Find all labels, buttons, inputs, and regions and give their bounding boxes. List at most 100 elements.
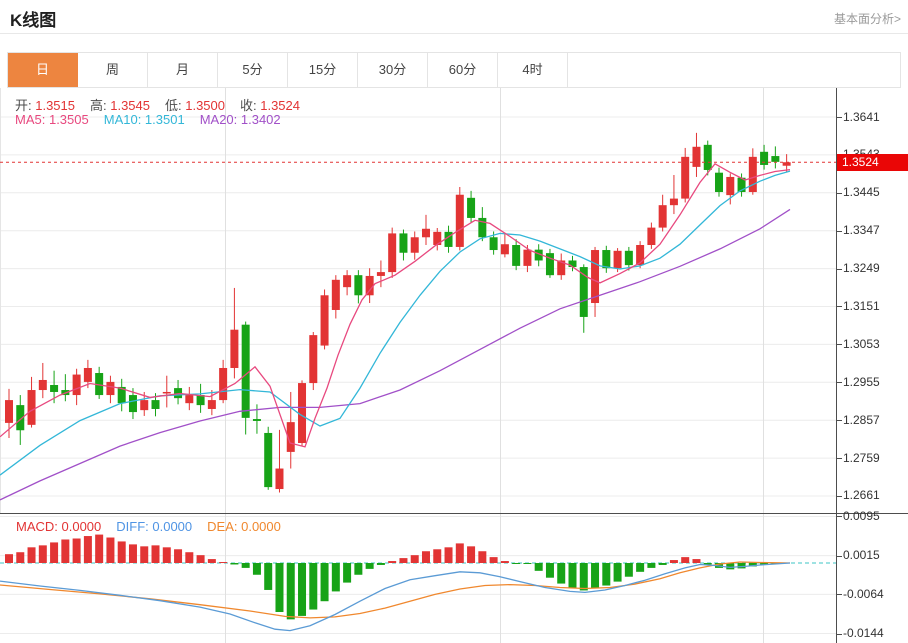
info-item: 低: 1.3500 [165,98,225,113]
price-tick [837,269,842,270]
ma10-line [0,170,791,476]
macd-bar [748,563,757,567]
info-value: 1.3500 [185,98,225,113]
macd-tick [837,556,842,557]
price-axis-label: 1.3641 [843,110,880,124]
info-item: 收: 1.3524 [240,98,300,113]
candle-body [320,295,329,346]
page-title: K线图 [10,11,57,30]
candle-body [38,379,47,391]
candle-body [489,237,498,251]
candle-body [478,217,487,238]
macd-bar [162,547,171,563]
macd-bar [512,563,521,564]
macd-bar [624,563,633,577]
candle-body [760,151,769,165]
macd-bar [602,563,611,586]
macd-bar [613,563,622,582]
info-item: MACD: 0.0000 [16,519,101,534]
candlestick-chart-svg[interactable] [0,88,836,513]
period-tabbar: 日周月 5分 15分 30分 60分 4时 [7,52,901,88]
price-tick [837,458,842,459]
macd-bar [489,557,498,563]
macd-bar [50,542,59,563]
macd-axis-label: 0.0095 [843,509,880,523]
price-axis-label: 1.2661 [843,488,880,502]
candle-body [83,367,92,382]
candle-body [286,422,295,452]
macd-bar [455,543,464,563]
macd-bar [681,557,690,563]
candle-body [252,419,261,421]
tab-4时[interactable]: 4时 [498,53,568,87]
candle-body [309,335,318,384]
macd-bar [760,563,769,565]
macd-bar [669,560,678,563]
tab-月[interactable]: 月 [148,53,218,87]
macd-bar [5,554,13,563]
info-label: 低: [165,98,186,113]
tab-15分[interactable]: 15分 [288,53,358,87]
macd-bar [388,561,397,563]
macd-bar [331,563,340,592]
current-price-badge: 1.3524 [837,154,908,171]
tab-日[interactable]: 日 [8,53,78,87]
price-tick [837,117,842,118]
candle-body [523,249,532,266]
candle-body [343,275,352,288]
macd-bar [286,563,295,620]
candle-body [455,194,464,247]
info-item: 高: 1.3545 [90,98,150,113]
info-label: MA5: [15,112,49,127]
tab-5分[interactable]: 5分 [218,53,288,87]
macd-bar [467,546,476,563]
macd-bar [591,563,600,589]
macd-bar [128,544,137,563]
price-tick [837,231,842,232]
candle-body [241,324,250,418]
candle-body [715,172,724,193]
candle-body [365,275,374,296]
candle-body [331,279,340,310]
macd-bar [692,559,701,563]
macd-bar [61,539,70,563]
macd-bar [207,559,216,563]
macd-bar [117,541,126,563]
page-header: K线图 基本面分析> [0,0,908,34]
candle-body [658,205,667,228]
macd-bar [478,551,487,563]
candle-body [50,385,59,392]
candle-body [421,228,430,238]
macd-bar [444,547,453,563]
candle-body [624,250,633,266]
candle-body [737,177,746,193]
tab-60分[interactable]: 60分 [428,53,498,87]
candle-body [230,329,239,368]
candle-body [151,400,160,409]
info-value: 1.3545 [110,98,150,113]
candle-body [703,144,712,170]
ohlc-info-row: 开: 1.3515 高: 1.3545 低: 1.3500 收: 1.3524 [15,95,315,114]
macd-bar [230,563,239,565]
macd-bar [27,547,36,563]
tab-周[interactable]: 周 [78,53,148,87]
price-tick [837,306,842,307]
macd-info-row: MACD: 0.0000 DIFF: 0.0000 DEA: 0.0000 [16,519,296,534]
macd-bar [252,563,261,575]
price-tick [837,344,842,345]
fundamental-analysis-link[interactable]: 基本面分析> [833,12,901,26]
info-value: 0.0000 [241,519,281,534]
macd-bar [320,563,329,602]
macd-bar [376,563,385,565]
macd-bar [433,549,442,563]
candle-body [591,250,600,304]
tab-30分[interactable]: 30分 [358,53,428,87]
macd-axis-label: -0.0144 [843,626,884,640]
macd-bar [534,563,543,571]
candle-body [219,367,228,401]
price-axis-line [836,88,837,643]
candle-body [748,156,757,193]
info-item: DIFF: 0.0000 [116,519,192,534]
macd-chart-svg[interactable] [0,514,836,643]
info-item: 开: 1.3515 [15,98,75,113]
